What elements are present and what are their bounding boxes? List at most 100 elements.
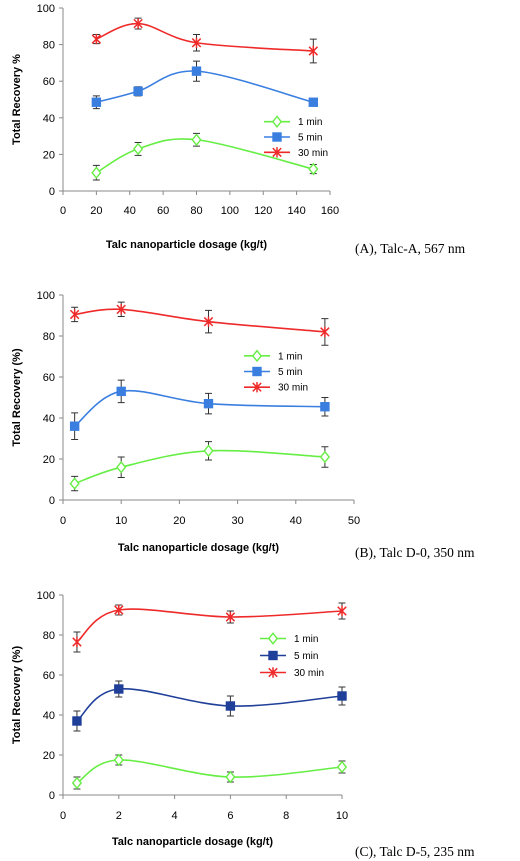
legend-swatch-marker (272, 132, 282, 142)
figure-caption: (B), Talc D-0, 350 nm (355, 545, 475, 560)
x-tick-label: 120 (254, 205, 272, 217)
legend-label: 30 min (294, 668, 324, 679)
x-tick-label: 80 (190, 205, 202, 217)
data-point (72, 636, 82, 648)
y-tick-label: 60 (43, 76, 55, 88)
chart-b: 0 20 40 60 80 100 0 10 20 30 40 50 Total Recovery (%… (11, 290, 475, 560)
x-tick-label: 10 (115, 515, 127, 527)
data-point (91, 97, 102, 107)
data-point (191, 133, 202, 147)
series-30-min (91, 17, 319, 64)
series-5-min (72, 680, 347, 732)
figure-caption: (C), Talc D-5, 235 nm (355, 844, 475, 859)
series-line (95, 138, 314, 174)
legend: 1 min 5 min 30 min (260, 632, 324, 679)
y-tick-label: 40 (43, 413, 55, 425)
data-point (320, 402, 330, 412)
series-line (74, 449, 325, 485)
data-point (133, 18, 143, 29)
legend-label: 1 min (298, 117, 322, 128)
series-line (76, 759, 343, 784)
x-tick-label: 0 (60, 515, 66, 527)
y-tick-label: 20 (43, 149, 55, 161)
y-tick-label: 100 (37, 590, 55, 602)
series-30-min (72, 602, 347, 653)
legend-swatch-marker (268, 650, 278, 661)
y-tick-label: 40 (43, 710, 55, 722)
legend-swatch-marker (251, 349, 263, 363)
series-1-min (91, 132, 319, 181)
chart-a: 0 20 40 60 80 100 0 20 40 60 80 100 120 140 160 Total R… (11, 3, 466, 256)
y-tick-label: 80 (43, 630, 55, 642)
x-tick-label: 140 (287, 205, 305, 217)
x-axis-title: Talc nanoparticle dosage (kg/t) (106, 239, 267, 251)
chart-c: 0 20 40 60 80 100 0 2 4 6 8 10 Total Recovery (%) Tal… (11, 590, 475, 859)
x-tick-label: 160 (321, 205, 339, 217)
data-point (113, 753, 124, 767)
data-point (114, 684, 124, 694)
data-point (337, 605, 347, 617)
x-tick-label: 10 (336, 810, 348, 822)
data-point (91, 33, 102, 45)
y-tick-label: 0 (49, 495, 55, 507)
x-tick-label: 8 (283, 810, 289, 822)
data-point (336, 760, 348, 774)
data-point (225, 611, 236, 623)
legend-label: 30 min (278, 383, 308, 394)
data-point (71, 776, 83, 790)
legend-swatch-marker (267, 632, 279, 645)
legend-swatch-marker (252, 366, 262, 377)
data-point (308, 97, 319, 107)
series-line (74, 308, 325, 333)
y-tick-label: 0 (49, 790, 55, 802)
legend-label: 5 min (298, 133, 322, 144)
series-line (76, 608, 343, 643)
x-tick-label: 60 (157, 205, 169, 217)
y-tick-label: 20 (43, 454, 55, 466)
data-point (91, 166, 102, 180)
legend-label: 5 min (294, 651, 318, 662)
legend: 1 min 5 min 30 min (244, 349, 308, 394)
data-point (191, 37, 202, 48)
x-axis-title: Talc nanoparticle dosage (kg/t) (112, 836, 273, 848)
x-tick-label: 20 (173, 515, 185, 527)
x-tick-label: 0 (60, 810, 66, 822)
x-tick-label: 4 (172, 810, 178, 822)
y-axis-title: Total Recovery (%) (11, 348, 23, 447)
data-point (133, 86, 143, 96)
series-5-min (91, 60, 319, 110)
x-tick-label: 2 (116, 810, 122, 822)
series-line (96, 70, 314, 104)
y-tick-label: 40 (43, 113, 55, 125)
x-tick-label: 40 (124, 205, 136, 217)
series-30-min (69, 301, 330, 346)
data-point (114, 604, 124, 616)
y-tick-label: 20 (43, 750, 55, 762)
y-tick-label: 80 (43, 331, 55, 343)
series-1-min (71, 753, 348, 790)
data-point (308, 162, 319, 176)
legend-label: 1 min (294, 634, 318, 645)
x-tick-label: 100 (221, 205, 239, 217)
data-point (116, 460, 127, 474)
data-point (203, 444, 214, 458)
x-tick-label: 6 (227, 810, 233, 822)
legend-swatch-marker (268, 667, 278, 678)
data-point (69, 421, 80, 431)
legend-swatch-marker (272, 147, 282, 158)
data-point (191, 66, 202, 76)
y-tick-label: 0 (49, 186, 55, 198)
data-point (203, 398, 214, 409)
data-point (116, 386, 126, 397)
y-axis-title: Total Recovery % (11, 54, 23, 145)
data-point (308, 45, 319, 57)
x-tick-label: 50 (348, 515, 360, 527)
y-axis-title: Total Recovery (%) (11, 646, 23, 745)
data-point (225, 770, 236, 784)
data-point (225, 701, 236, 711)
data-point (132, 142, 144, 156)
data-point (116, 304, 126, 315)
series-line (96, 22, 314, 52)
data-point (72, 716, 82, 726)
